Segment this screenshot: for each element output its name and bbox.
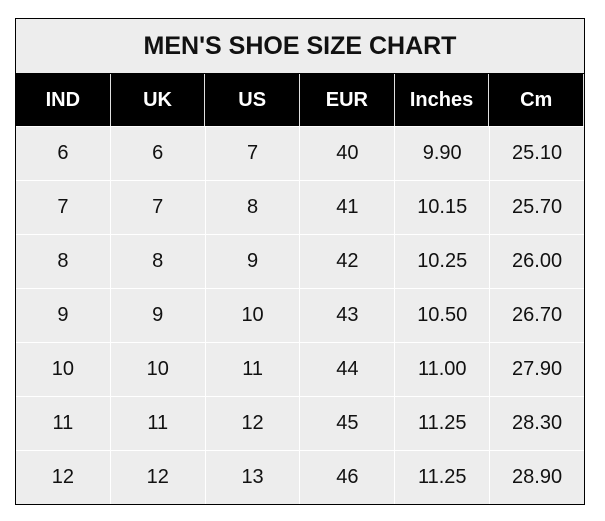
table-cell: 8	[111, 235, 206, 288]
table-cell: 9	[206, 235, 301, 288]
table-cell: 12	[111, 451, 206, 504]
table-cell: 9	[16, 289, 111, 342]
table-cell: 11.00	[395, 343, 491, 396]
table-row: 8 8 9 42 10.25 26.00	[16, 234, 584, 288]
table-cell: 42	[300, 235, 396, 288]
table-cell: 8	[206, 181, 301, 234]
table-cell: 25.70	[512, 196, 563, 218]
table-cell: 11.25	[395, 397, 491, 450]
table-cell: 10	[16, 343, 111, 396]
table-cell: 12	[206, 397, 301, 450]
table-cell: 28.30	[512, 412, 563, 434]
column-header: EUR	[300, 74, 395, 126]
table-cell: 10	[111, 343, 206, 396]
table-row: 12 12 13 46 11.25 28.90	[16, 450, 584, 504]
table-cell: 26.70	[512, 304, 563, 326]
table-cell: 6	[111, 127, 206, 180]
table-cell: 46	[300, 451, 396, 504]
header-row: IND UK US EUR Inches Cm	[16, 74, 585, 126]
table-cell: 11	[111, 397, 206, 450]
table-cell: 6	[16, 127, 111, 180]
table-row: 11 11 12 45 11.25 28.30	[16, 396, 584, 450]
table-row: 6 6 7 40 9.90 25.10	[16, 126, 584, 180]
table-cell: 11.25	[395, 451, 491, 504]
table-cell: 45	[300, 397, 396, 450]
table-cell: 40	[300, 127, 396, 180]
table-cell: 27.90	[512, 358, 563, 380]
table-title: MEN'S SHOE SIZE CHART	[16, 19, 584, 74]
table-cell: 11	[206, 343, 301, 396]
column-header: Inches	[395, 74, 490, 126]
table-cell: 13	[206, 451, 301, 504]
table-cell: 26.00	[512, 250, 563, 272]
table-cell: 12	[16, 451, 111, 504]
table-cell: 8	[16, 235, 111, 288]
table-cell: 7	[206, 127, 301, 180]
table-cell: 9.90	[395, 127, 491, 180]
table-cell: 28.90	[512, 466, 563, 488]
table-cell: 10.25	[395, 235, 491, 288]
table-cell: 41	[300, 181, 396, 234]
table-row: 7 7 8 41 10.15 25.70	[16, 180, 584, 234]
table-cell: 44	[300, 343, 396, 396]
table-row: 9 9 10 43 10.50 26.70	[16, 288, 584, 342]
column-header: Cm	[489, 74, 585, 126]
table-cell: 9	[111, 289, 206, 342]
column-header: UK	[111, 74, 206, 126]
table-cell: 10.50	[395, 289, 491, 342]
table-body: 6 6 7 40 9.90 25.10 7 7 8 41 10.15 25.70 8 8 9 42 10.25 2…	[16, 126, 584, 504]
table-cell: 7	[111, 181, 206, 234]
column-header: US	[205, 74, 301, 126]
table-cell: 43	[300, 289, 396, 342]
table-cell: 11	[16, 397, 111, 450]
table-cell: 10	[206, 289, 301, 342]
table-cell: 7	[16, 181, 111, 234]
table-cell: 10.15	[395, 181, 491, 234]
table-row: 10 10 11 44 11.00 27.90	[16, 342, 584, 396]
table-cell: 25.10	[512, 142, 563, 164]
column-header: IND	[16, 74, 111, 126]
size-chart-table: MEN'S SHOE SIZE CHART IND UK US EUR Inches Cm…	[15, 18, 585, 505]
